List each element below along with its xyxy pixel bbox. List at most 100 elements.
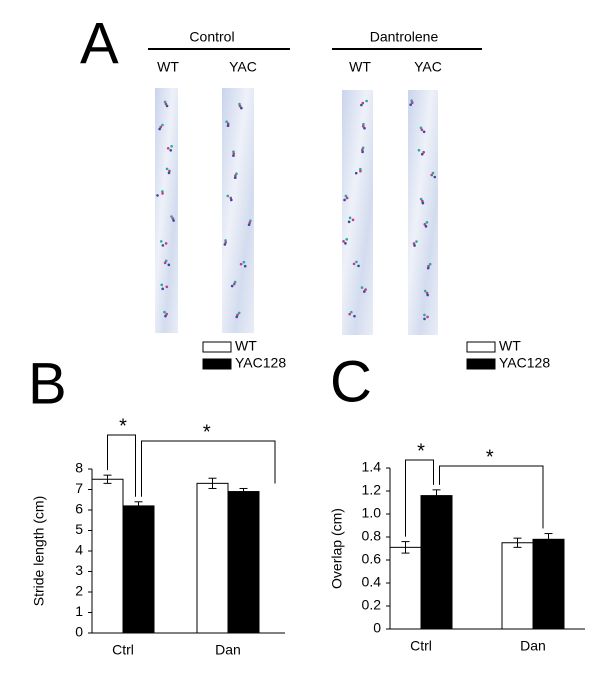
y-tick-label: 1.0	[362, 505, 382, 521]
bar	[420, 495, 453, 630]
y-tick-label: 1.2	[362, 482, 382, 498]
legend-label: YAC128	[235, 355, 286, 371]
y-tick-label: 0	[75, 624, 83, 640]
footprint	[163, 100, 167, 104]
error-bar	[134, 501, 143, 511]
footprint	[360, 103, 363, 107]
footprint	[421, 199, 424, 203]
y-axis-label: Stride length (cm)	[31, 496, 47, 606]
footprint	[161, 244, 165, 247]
footprint	[423, 223, 427, 226]
footprint	[226, 194, 230, 198]
footprint	[223, 243, 227, 246]
group-title: Control	[189, 29, 234, 45]
footprint	[357, 264, 360, 268]
footprint	[158, 127, 161, 131]
footprint	[426, 293, 429, 297]
footprint	[425, 221, 429, 224]
footprint	[427, 264, 430, 268]
footprint	[226, 124, 230, 128]
footprint	[361, 148, 364, 152]
footprint	[417, 148, 421, 152]
footprint	[163, 261, 167, 265]
footprint	[361, 124, 365, 128]
error-bar	[432, 489, 441, 502]
footprint	[167, 263, 171, 267]
y-tick-label: 3	[75, 562, 83, 578]
footprint	[236, 313, 239, 317]
footprint	[342, 240, 345, 243]
footprint	[164, 314, 167, 318]
y-tick-label: 5	[75, 521, 83, 537]
footprint	[359, 167, 362, 171]
footprint	[232, 282, 236, 286]
footprint	[423, 289, 427, 293]
footprint	[161, 190, 164, 193]
y-tick-label: 2	[75, 583, 83, 599]
footprint	[165, 312, 168, 316]
error-bar	[401, 541, 410, 554]
footprint	[351, 218, 355, 222]
footprint	[235, 315, 239, 319]
footprint	[164, 242, 168, 245]
y-tick-label: 0	[373, 620, 381, 636]
significance-label: *	[417, 440, 425, 462]
footprint-strip	[408, 90, 438, 335]
footprint	[226, 122, 230, 126]
footprint	[247, 223, 251, 227]
legend-label: WT	[499, 338, 521, 354]
y-tick-label: 7	[75, 480, 83, 496]
footprint	[249, 219, 252, 223]
footprint	[172, 219, 175, 222]
footprint	[422, 130, 426, 134]
footprint	[234, 174, 237, 178]
error-bar	[208, 477, 217, 489]
panel-label: C	[330, 349, 372, 414]
footprint	[238, 104, 242, 108]
x-tick-label: Dan	[215, 642, 241, 658]
footprint	[233, 176, 237, 180]
error-bar	[239, 487, 248, 496]
footprint	[344, 194, 348, 198]
footprint	[240, 106, 243, 110]
footprint	[224, 239, 227, 242]
footprint	[423, 313, 426, 317]
lane-label: YAC	[229, 59, 257, 75]
footprint	[242, 260, 246, 264]
footprint-strip	[222, 88, 254, 333]
footprint	[415, 240, 418, 243]
y-tick-label: 0.4	[362, 574, 382, 590]
footprint	[232, 150, 235, 153]
footprint	[409, 103, 412, 106]
footprint	[364, 288, 367, 291]
bar	[196, 482, 229, 634]
significance-label: *	[486, 446, 494, 468]
footprint	[419, 197, 423, 201]
footprint	[360, 286, 364, 289]
footprint	[224, 241, 228, 244]
footprint	[235, 172, 238, 176]
significance-bracket	[439, 465, 544, 529]
footprint	[413, 244, 416, 247]
footprint	[165, 104, 169, 108]
footprint	[359, 169, 362, 173]
footprint	[422, 150, 425, 154]
legend-swatch	[466, 341, 496, 353]
footprint	[233, 280, 237, 284]
panel-label: B	[28, 351, 67, 416]
footprint	[431, 171, 435, 175]
bar	[227, 491, 260, 634]
footprint	[159, 240, 163, 243]
footprint	[412, 242, 416, 245]
footprint	[348, 216, 352, 220]
footprint	[426, 266, 430, 270]
footprint	[361, 146, 365, 150]
footprint	[163, 310, 166, 314]
footprint	[171, 217, 175, 220]
footprint	[161, 287, 164, 291]
footprint	[430, 173, 433, 177]
footprint	[411, 101, 414, 104]
footprint	[348, 312, 351, 316]
footprint	[167, 171, 171, 175]
